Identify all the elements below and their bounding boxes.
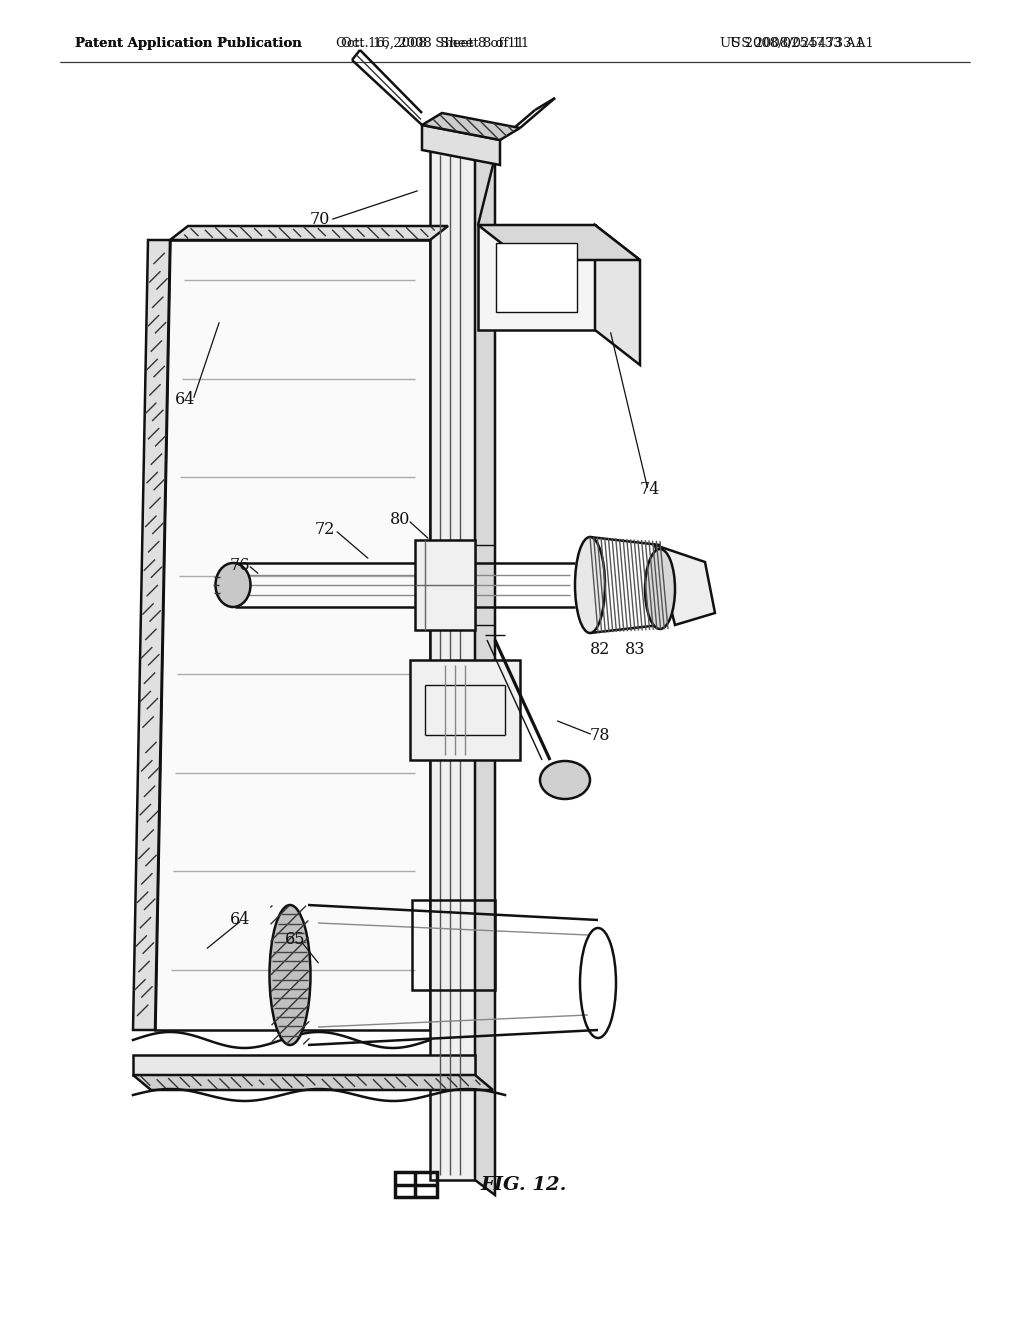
Polygon shape: [430, 150, 475, 1180]
Polygon shape: [475, 150, 495, 1195]
Polygon shape: [410, 660, 520, 760]
Text: US 2008/0254733 A1: US 2008/0254733 A1: [720, 37, 864, 49]
Polygon shape: [478, 224, 640, 260]
Ellipse shape: [575, 537, 605, 634]
Bar: [395, 1172, 437, 1197]
Text: 72: 72: [315, 521, 336, 539]
Polygon shape: [133, 1074, 493, 1090]
Text: 74: 74: [640, 482, 660, 499]
Polygon shape: [155, 240, 430, 1030]
Text: 64: 64: [230, 912, 251, 928]
Text: 82: 82: [590, 642, 610, 659]
Text: 65: 65: [285, 932, 305, 949]
Text: Oct. 16, 2008  Sheet 8 of 11: Oct. 16, 2008 Sheet 8 of 11: [341, 37, 529, 49]
Text: 83: 83: [625, 642, 645, 659]
Polygon shape: [595, 224, 640, 366]
Polygon shape: [415, 540, 475, 630]
Text: 70: 70: [310, 211, 331, 228]
Ellipse shape: [540, 762, 590, 799]
Text: 64: 64: [175, 392, 196, 408]
Polygon shape: [655, 545, 715, 624]
Text: Oct. 16, 2008  Sheet 8 of 11: Oct. 16, 2008 Sheet 8 of 11: [336, 37, 524, 49]
Text: 76: 76: [230, 557, 251, 573]
Ellipse shape: [269, 906, 310, 1045]
Polygon shape: [496, 243, 577, 312]
Text: 80: 80: [390, 511, 411, 528]
Polygon shape: [133, 240, 170, 1030]
Text: US 2008/0254733 A1: US 2008/0254733 A1: [730, 37, 873, 49]
Polygon shape: [478, 224, 595, 330]
Text: Patent Application Publication: Patent Application Publication: [75, 37, 302, 49]
Ellipse shape: [645, 549, 675, 630]
Ellipse shape: [663, 572, 687, 609]
Ellipse shape: [215, 564, 251, 607]
Text: FIG. 12.: FIG. 12.: [480, 1176, 566, 1195]
Polygon shape: [422, 114, 520, 140]
Polygon shape: [133, 1055, 475, 1074]
Polygon shape: [170, 226, 449, 240]
Text: Patent Application Publication: Patent Application Publication: [75, 37, 302, 49]
Text: 78: 78: [590, 726, 610, 743]
Polygon shape: [422, 125, 500, 165]
